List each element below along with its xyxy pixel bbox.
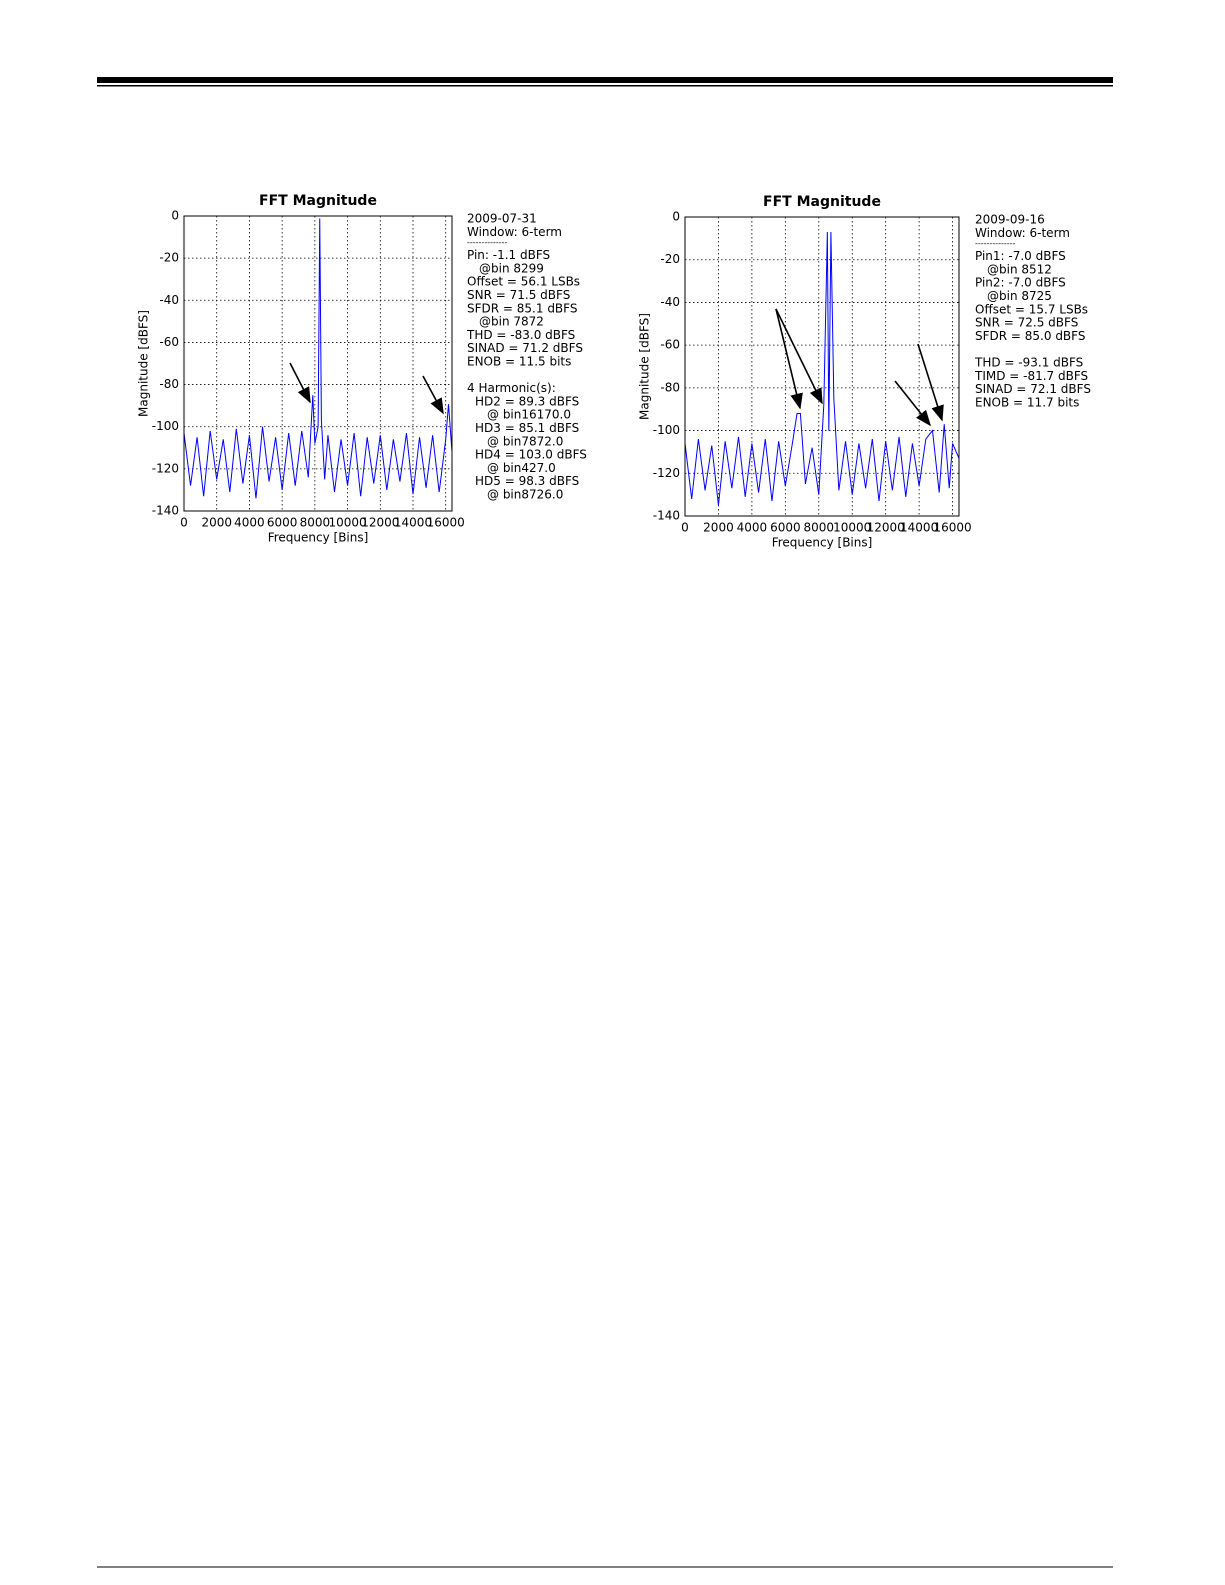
- note-line: @bin 8299: [479, 261, 544, 275]
- y-tick-label: -20: [660, 252, 680, 266]
- note-line: Window: 6-term: [975, 226, 1070, 240]
- y-tick-label: -120: [152, 461, 179, 475]
- note-line: SFDR = 85.1 dBFS: [467, 301, 577, 315]
- spectrum-line: [183, 218, 453, 499]
- x-tick-label: 12000: [867, 521, 905, 535]
- x-tick-label: 16000: [933, 521, 971, 535]
- note-line: HD3 = 85.1 dBFS: [475, 421, 579, 435]
- x-tick-label: 4000: [234, 516, 265, 530]
- note-line: SINAD = 72.1 dBFS: [975, 382, 1091, 396]
- note-line: @ bin427.0: [487, 461, 556, 475]
- note-line: 2009-07-31: [467, 212, 537, 226]
- note-line: 2009-09-16: [975, 213, 1045, 227]
- x-tick-label: 12000: [361, 516, 399, 530]
- y-tick-label: -80: [159, 377, 179, 391]
- note-line: @ bin16170.0: [487, 408, 571, 422]
- note-line: SINAD = 71.2 dBFS: [467, 341, 583, 355]
- y-tick-label: -40: [159, 293, 179, 307]
- note-line: @bin 8725: [987, 289, 1052, 303]
- x-tick-label: 10000: [328, 516, 366, 530]
- y-tick-label: -120: [653, 466, 680, 480]
- chart-title: FFT Magnitude: [763, 194, 881, 210]
- arrow: [289, 362, 311, 404]
- note-line: THD = -93.1 dBFS: [974, 355, 1083, 369]
- note-separator: --------------: [975, 239, 1016, 248]
- note-line: @bin 7872: [479, 315, 544, 329]
- annotation-arrows: [289, 308, 944, 427]
- chart-title: FFT Magnitude: [259, 193, 377, 209]
- x-axis-label: Frequency [Bins]: [268, 531, 369, 545]
- note-line: Pin2: -7.0 dBFS: [975, 276, 1066, 290]
- x-axis-label: Frequency [Bins]: [772, 536, 873, 550]
- note-line: @ bin8726.0: [487, 487, 563, 501]
- header-rule-thin: [97, 85, 1113, 87]
- y-tick-label: -40: [660, 295, 680, 309]
- arrow: [775, 308, 823, 405]
- note-line: SNR = 72.5 dBFS: [975, 316, 1078, 330]
- y-tick-label: 0: [171, 209, 179, 223]
- note-line: Offset = 15.7 LSBs: [975, 302, 1088, 316]
- x-tick-label: 10000: [833, 521, 871, 535]
- y-tick-label: -140: [152, 504, 179, 518]
- y-tick-label: -60: [159, 335, 179, 349]
- note-line: SFDR = 85.0 dBFS: [975, 329, 1085, 343]
- note-line: HD2 = 89.3 dBFS: [475, 394, 579, 408]
- arrow: [422, 375, 444, 415]
- note-line: SNR = 71.5 dBFS: [467, 288, 570, 302]
- plot-frame: [183, 215, 453, 512]
- y-axis-label: Magnitude [dBFS]: [137, 310, 151, 417]
- y-tick-label: -140: [653, 509, 680, 523]
- x-tick-label: 0: [681, 521, 689, 535]
- x-tick-label: 2000: [201, 516, 232, 530]
- y-tick-label: -20: [159, 251, 179, 265]
- note-line: ENOB = 11.5 bits: [467, 354, 571, 368]
- note-line: TIMD = -81.7 dBFS: [974, 369, 1088, 383]
- header-rule: [97, 77, 1113, 83]
- x-tick-label: 0: [180, 516, 188, 530]
- x-tick-label: 14000: [394, 516, 432, 530]
- note-line: @bin 8512: [987, 262, 1052, 276]
- x-tick-label: 14000: [900, 521, 938, 535]
- note-line: HD4 = 103.0 dBFS: [475, 448, 587, 462]
- note-line: Pin: -1.1 dBFS: [467, 248, 550, 262]
- note-line: @ bin7872.0: [487, 434, 563, 448]
- y-tick-label: -60: [660, 338, 680, 352]
- note-line: HD5 = 98.3 dBFS: [475, 474, 579, 488]
- arrow: [917, 343, 944, 422]
- note-separator: --------------: [467, 238, 508, 247]
- x-tick-label: 16000: [427, 516, 465, 530]
- y-tick-label: -80: [660, 380, 680, 394]
- x-tick-label: 4000: [737, 521, 768, 535]
- y-axis-label: Magnitude [dBFS]: [638, 313, 652, 420]
- x-tick-label: 8000: [804, 521, 835, 535]
- y-tick-label: -100: [152, 419, 179, 433]
- y-tick-label: -100: [653, 423, 680, 437]
- x-tick-label: 6000: [770, 521, 801, 535]
- arrow: [775, 308, 803, 410]
- note-line: Window: 6-term: [467, 225, 562, 239]
- note-line: 4 Harmonic(s):: [467, 381, 556, 395]
- arrow: [894, 380, 931, 427]
- plot-frame: [684, 216, 960, 517]
- note-line: Offset = 56.1 LSBs: [467, 275, 580, 289]
- note-line: Pin1: -7.0 dBFS: [975, 249, 1066, 263]
- note-line: ENOB = 11.7 bits: [975, 395, 1079, 409]
- spectrum-line: [684, 231, 960, 506]
- y-tick-label: 0: [672, 210, 680, 224]
- note-line: THD = -83.0 dBFS: [466, 328, 575, 342]
- x-tick-label: 2000: [703, 521, 734, 535]
- x-tick-label: 8000: [300, 516, 331, 530]
- x-tick-label: 6000: [267, 516, 298, 530]
